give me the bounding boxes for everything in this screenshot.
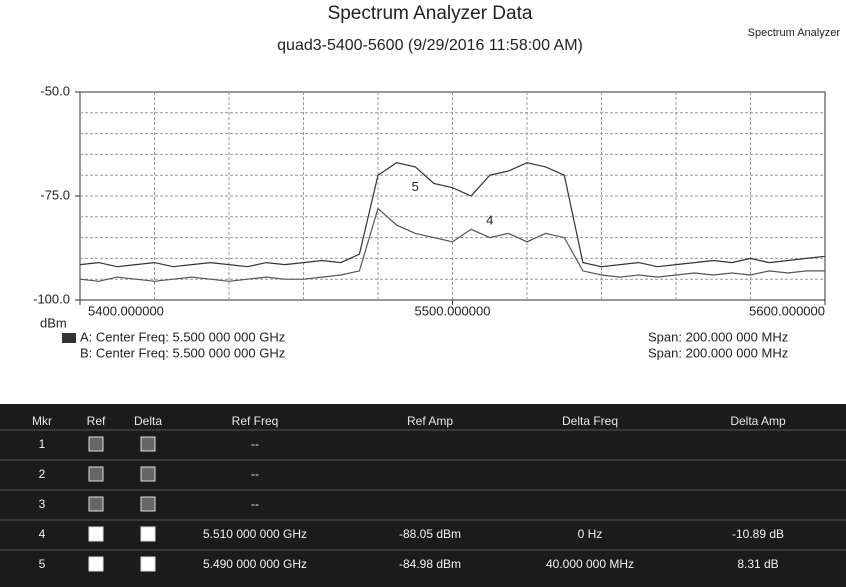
table-cell: 5 [39,557,46,571]
table-header: Delta Amp [730,414,786,428]
table-cell: 5.510 000 000 GHz [203,527,307,541]
y-unit: dBm [40,315,67,330]
table-cell: 3 [39,497,46,511]
checkbox [140,526,156,542]
checkbox [88,556,104,572]
table-cell: -88.05 dBm [399,527,461,541]
table-cell: -- [251,437,259,451]
span-label: Span: 200.000 000 MHz [648,329,788,344]
table-header: Delta [134,414,162,428]
table-cell: 4 [39,527,46,541]
checkbox [88,496,104,512]
y-tick-label: -100.0 [33,291,70,306]
table-cell: 0 Hz [578,527,603,541]
legend-entry: A: Center Freq: 5.500 000 000 GHz [80,329,285,344]
trace [79,207,825,282]
chart-title: Spectrum Analyzer Data [328,3,533,24]
table-cell: 2 [39,467,46,481]
table-header: Mkr [32,414,52,428]
table-cell: -- [251,467,259,481]
span-label: Span: 200.000 000 MHz [648,345,788,360]
table-header: Ref Amp [407,414,453,428]
trace [79,162,826,268]
badge: Spectrum Analyzer [748,27,841,39]
checkbox [88,526,104,542]
legend-entry: B: Center Freq: 5.500 000 000 GHz [80,345,285,360]
table-cell: -84.98 dBm [399,557,461,571]
legend-swatch [62,333,76,343]
checkbox [140,556,156,572]
checkbox [140,496,156,512]
marker-label: 4 [486,212,493,227]
checkbox [88,466,104,482]
table-header: Delta Freq [562,414,618,428]
x-tick-label: 5400.000000 [88,303,164,318]
table-cell: 1 [39,437,46,451]
legend-swatch [62,349,76,359]
x-tick-label: 5600.000000 [749,303,825,318]
table-cell: -10.89 dB [732,527,784,541]
chart-subtitle: quad3-5400-5600 (9/29/2016 11:58:00 AM) [277,37,583,54]
table-header: Ref [87,414,106,428]
table-cell: 40.000 000 MHz [546,557,634,571]
checkbox [88,436,104,452]
table-cell: -- [251,497,259,511]
y-tick-label: -50.0 [40,83,70,98]
table-cell: 5.490 000 000 GHz [203,557,307,571]
checkbox [140,466,156,482]
y-tick-label: -75.0 [40,187,70,202]
marker-label: 5 [412,179,419,194]
checkbox [140,436,156,452]
table-cell: 8.31 dB [737,557,778,571]
x-tick-label: 5500.000000 [415,303,491,318]
table-header: Ref Freq [232,414,279,428]
